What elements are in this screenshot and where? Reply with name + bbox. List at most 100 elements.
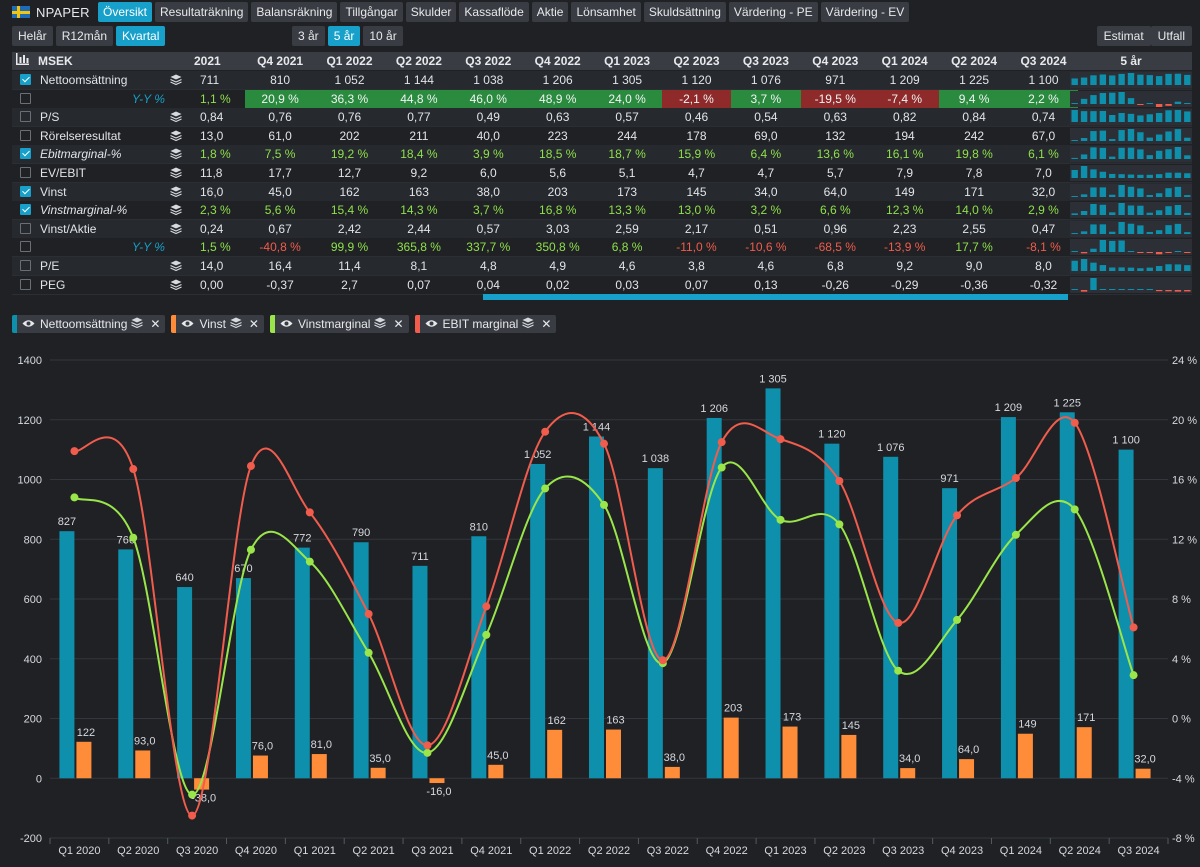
- point-vinstmarginal[interactable]: [246, 545, 255, 554]
- point-ebit-marginal[interactable]: [364, 609, 373, 618]
- row-checkbox[interactable]: [20, 222, 31, 234]
- row-checkbox[interactable]: [20, 204, 31, 216]
- point-ebit-marginal[interactable]: [305, 508, 314, 517]
- bar-vinst[interactable]: [547, 729, 563, 779]
- bar-vinst[interactable]: [900, 768, 916, 779]
- point-ebit-marginal[interactable]: [541, 427, 550, 436]
- point-vinstmarginal[interactable]: [423, 748, 432, 757]
- years-3-ar[interactable]: 3 år: [292, 26, 325, 46]
- bar-vinst[interactable]: [959, 759, 975, 779]
- layers-icon[interactable]: [131, 317, 144, 332]
- bar-nettoomsattning[interactable]: [118, 549, 134, 779]
- utfall-button[interactable]: Utfall: [1150, 26, 1192, 46]
- period-kvartal[interactable]: Kvartal: [116, 26, 166, 46]
- layers-icon[interactable]: [170, 148, 182, 160]
- row-checkbox[interactable]: [20, 185, 31, 197]
- bar-nettoomsattning[interactable]: [1059, 412, 1075, 779]
- tab-lonsamhet[interactable]: Lönsamhet: [571, 2, 641, 22]
- tab-balansrakning[interactable]: Balansräkning: [251, 2, 338, 22]
- point-ebit-marginal[interactable]: [776, 435, 785, 444]
- tab-oversikt[interactable]: Översikt: [98, 2, 153, 22]
- point-ebit-marginal[interactable]: [835, 476, 844, 485]
- bar-vinst[interactable]: [1076, 727, 1092, 779]
- bar-nettoomsattning[interactable]: [59, 531, 75, 779]
- row-checkbox[interactable]: [20, 241, 31, 253]
- point-vinstmarginal[interactable]: [717, 463, 726, 472]
- point-vinstmarginal[interactable]: [1011, 530, 1020, 539]
- years-5-ar[interactable]: 5 år: [327, 26, 361, 46]
- layers-icon[interactable]: [170, 204, 182, 216]
- point-ebit-marginal[interactable]: [1011, 474, 1020, 483]
- point-ebit-marginal[interactable]: [482, 602, 491, 611]
- eye-icon[interactable]: [280, 317, 293, 331]
- point-ebit-marginal[interactable]: [246, 462, 255, 471]
- point-ebit-marginal[interactable]: [188, 811, 197, 820]
- bar-vinst[interactable]: [194, 778, 210, 790]
- bar-nettoomsattning[interactable]: [412, 565, 428, 779]
- layers-icon[interactable]: [170, 74, 182, 86]
- row-checkbox[interactable]: [20, 260, 31, 271]
- eye-icon[interactable]: [425, 317, 438, 331]
- bar-vinst[interactable]: [76, 741, 92, 779]
- layers-icon[interactable]: [522, 317, 535, 332]
- point-vinstmarginal[interactable]: [894, 666, 903, 675]
- bar-nettoomsattning[interactable]: [647, 468, 663, 779]
- layers-icon[interactable]: [170, 186, 182, 198]
- close-icon[interactable]: ✕: [150, 317, 161, 331]
- point-ebit-marginal[interactable]: [600, 439, 608, 448]
- point-vinstmarginal[interactable]: [129, 533, 138, 542]
- tab-vardering-ev[interactable]: Värdering - EV: [820, 2, 910, 22]
- bar-vinst[interactable]: [1135, 768, 1151, 779]
- layers-icon[interactable]: [170, 111, 182, 123]
- layers-icon[interactable]: [374, 317, 387, 332]
- legend-item-vinst[interactable]: Vinst ✕: [171, 315, 264, 333]
- point-vinstmarginal[interactable]: [70, 493, 79, 502]
- bar-vinst[interactable]: [488, 764, 504, 779]
- eye-icon[interactable]: [181, 317, 194, 331]
- bar-vinst[interactable]: [135, 750, 151, 779]
- bar-vinst[interactable]: [252, 755, 268, 779]
- tab-resultatrakning[interactable]: Resultaträkning: [155, 2, 249, 22]
- bar-nettoomsattning[interactable]: [706, 417, 722, 779]
- legend-item-vinstmarginal[interactable]: Vinstmarginal ✕: [269, 315, 409, 333]
- row-checkbox[interactable]: [20, 167, 31, 178]
- row-checkbox[interactable]: [20, 129, 31, 141]
- bar-nettoomsattning[interactable]: [1118, 449, 1134, 779]
- period-helar[interactable]: Helår: [12, 26, 53, 46]
- point-ebit-marginal[interactable]: [1070, 418, 1079, 427]
- bar-vinst[interactable]: [429, 778, 445, 784]
- point-ebit-marginal[interactable]: [129, 465, 138, 474]
- row-checkbox[interactable]: [20, 278, 31, 290]
- tab-tillgangar[interactable]: Tillgångar: [340, 2, 403, 22]
- close-icon[interactable]: ✕: [541, 317, 552, 331]
- tab-kassaflode[interactable]: Kassaflöde: [459, 2, 529, 22]
- layers-icon[interactable]: [170, 130, 182, 142]
- chart-toggle-icon[interactable]: [16, 52, 30, 70]
- bar-nettoomsattning[interactable]: [353, 542, 369, 779]
- point-vinstmarginal[interactable]: [776, 515, 785, 524]
- bar-nettoomsattning[interactable]: [177, 587, 193, 779]
- tab-vardering-pe[interactable]: Värdering - PE: [728, 2, 818, 22]
- bar-vinst[interactable]: [664, 766, 680, 779]
- point-ebit-marginal[interactable]: [423, 741, 432, 750]
- point-ebit-marginal[interactable]: [70, 447, 79, 456]
- bar-nettoomsattning[interactable]: [235, 578, 251, 779]
- bar-vinst[interactable]: [311, 754, 327, 779]
- tab-skuldsattning[interactable]: Skuldsättning: [643, 2, 726, 22]
- bar-nettoomsattning[interactable]: [294, 547, 310, 779]
- point-ebit-marginal[interactable]: [658, 656, 667, 665]
- eye-icon[interactable]: [22, 317, 35, 331]
- bar-nettoomsattning[interactable]: [1000, 417, 1016, 779]
- bar-vinst[interactable]: [606, 729, 621, 779]
- legend-item-nettoomsattning[interactable]: Nettoomsättning ✕: [12, 315, 166, 333]
- point-vinstmarginal[interactable]: [1129, 671, 1138, 680]
- point-vinstmarginal[interactable]: [835, 520, 844, 529]
- close-icon[interactable]: ✕: [248, 317, 259, 331]
- point-vinstmarginal[interactable]: [1070, 505, 1079, 514]
- point-vinstmarginal[interactable]: [482, 630, 491, 639]
- point-vinstmarginal[interactable]: [364, 648, 373, 657]
- bar-nettoomsattning[interactable]: [589, 436, 604, 779]
- bar-vinst[interactable]: [370, 767, 386, 779]
- point-ebit-marginal[interactable]: [953, 511, 962, 520]
- point-ebit-marginal[interactable]: [894, 618, 903, 627]
